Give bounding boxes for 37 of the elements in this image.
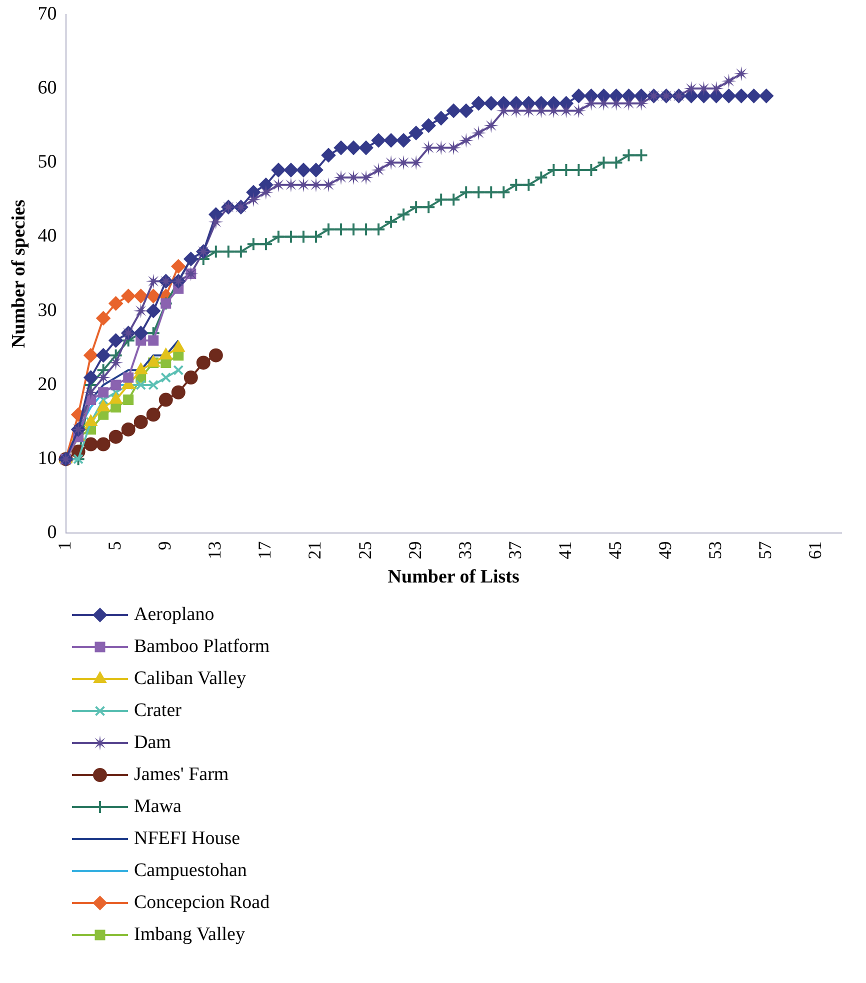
x-axis-title: Number of Lists [388,566,520,588]
legend-label: Mawa [134,796,182,817]
x-tick-label: 61 [805,541,826,560]
legend-label: Imbang Valley [134,924,246,945]
y-tick-label: 40 [38,226,57,247]
x-tick-label: 41 [554,541,575,560]
x-tick-label: 25 [354,541,375,560]
y-tick-label: 0 [47,522,57,544]
x-tick-label: 53 [705,541,726,560]
x-tick-label: 13 [204,541,225,560]
legend-label: Bamboo Platform [134,636,270,657]
legend-label: Campuestohan [134,860,248,881]
legend-label: Concepcion Road [134,892,270,913]
y-tick-label: 20 [38,374,57,395]
legend-label: Dam [134,732,172,753]
x-tick-label: 37 [504,541,525,560]
x-tick-label: 45 [604,541,625,560]
x-tick-label: 29 [404,541,425,560]
y-tick-label: 10 [38,448,57,470]
legend-label: Aeroplano [134,604,214,625]
x-tick-label: 5 [104,541,125,550]
legend-label: NFEFI House [134,828,240,849]
y-tick-label: 70 [38,3,57,24]
x-tick-label: 9 [154,541,175,550]
y-tick-label: 50 [38,152,57,173]
x-tick-label: 17 [254,541,275,560]
y-tick-label: 60 [38,78,57,98]
x-tick-label: 57 [755,541,776,560]
x-tick-label: 33 [454,541,475,560]
x-tick-label: 49 [655,541,675,560]
x-tick-label: 1 [54,541,75,550]
x-tick-label: 21 [304,541,325,560]
y-axis-title: Number of species [8,200,30,348]
legend-label: Caliban Valley [134,668,247,689]
y-tick-label: 30 [38,300,57,321]
legend-label: James' Farm [134,764,229,785]
legend-label: Crater [134,700,182,721]
